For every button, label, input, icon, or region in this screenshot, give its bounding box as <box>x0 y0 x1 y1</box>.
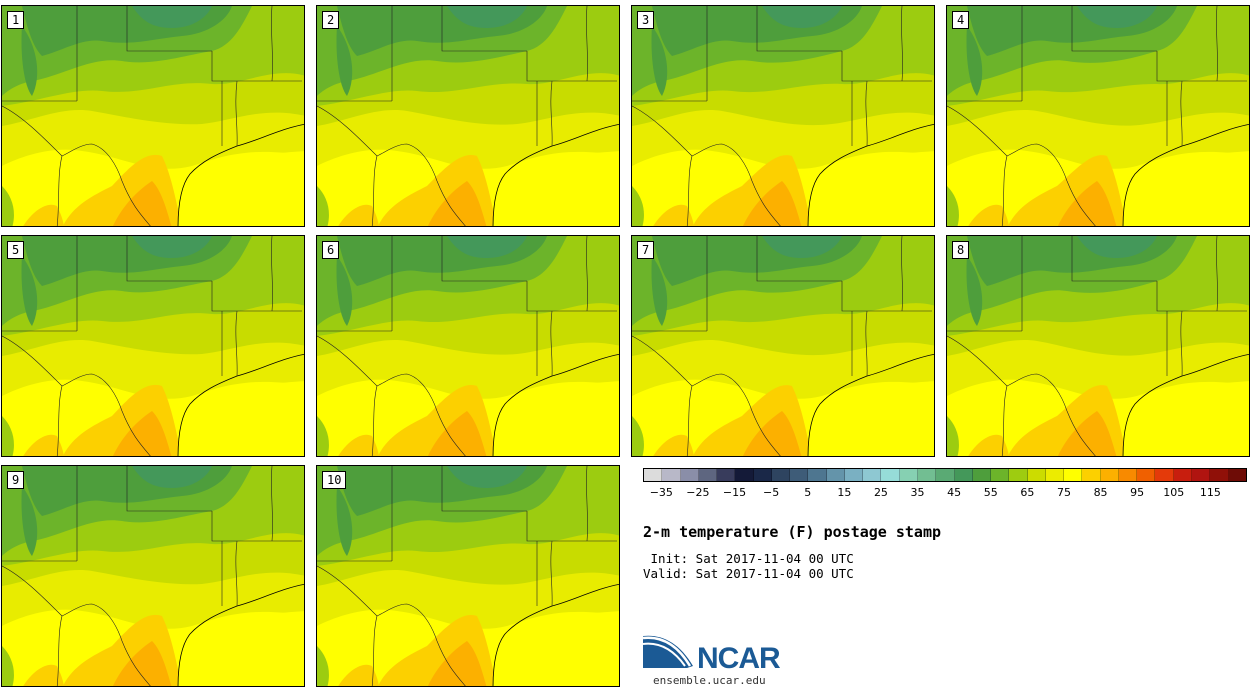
colorbar-box <box>917 469 937 481</box>
colorbar-box <box>972 469 992 481</box>
colorbar-box <box>1155 469 1174 481</box>
stamp-panel: 10 <box>316 465 620 687</box>
colorbar-tick-label: 25 <box>873 486 888 499</box>
colorbar-box <box>1009 469 1028 481</box>
colorbar-tick-label: 105 <box>1163 486 1185 499</box>
colorbar-box <box>1027 469 1046 481</box>
colorbar-box <box>1228 469 1246 481</box>
member-label: 3 <box>637 11 655 29</box>
member-label: 1 <box>7 11 25 29</box>
colorbar-box <box>735 469 754 481</box>
temperature-map <box>632 6 934 226</box>
stamp-panel: 9 <box>1 465 305 687</box>
colorbar-tick-label: 5 <box>804 486 812 499</box>
temperature-map <box>317 6 619 226</box>
ncar-wordmark: NCAR <box>697 642 781 675</box>
colorbar-tick-label: −25 <box>686 486 710 499</box>
colorbar-box <box>644 469 663 481</box>
colorbar-box <box>1173 469 1192 481</box>
colorbar-box <box>790 469 809 481</box>
temperature-map <box>947 6 1249 226</box>
member-label: 9 <box>7 471 25 489</box>
temperature-map <box>632 236 934 456</box>
colorbar-tick-label: −15 <box>722 486 747 499</box>
member-label: 2 <box>322 11 340 29</box>
ncar-logo[interactable]: NCAR ensemble.ucar.edu <box>643 632 803 688</box>
colorbar-box <box>1210 469 1229 481</box>
colorbar-tick-label: 75 <box>1056 486 1071 499</box>
colorbar-tick-label: 65 <box>1020 486 1035 499</box>
stamp-panel: 4 <box>946 5 1250 227</box>
colorbar-tick-label: 85 <box>1093 486 1108 499</box>
colorbar-tick-label: 15 <box>837 486 852 499</box>
colorbar-box <box>1118 469 1138 481</box>
colorbar-box <box>1100 469 1119 481</box>
stamp-panel: 1 <box>1 5 305 227</box>
colorbar-box <box>991 469 1010 481</box>
colorbar-box <box>1137 469 1156 481</box>
colorbar-tick-label: 115 <box>1199 486 1221 499</box>
colorbar-tick-label: −5 <box>763 486 780 499</box>
init-time: Init: Sat 2017-11-04 00 UTC <box>643 551 854 566</box>
stamp-panel: 2 <box>316 5 620 227</box>
valid-time: Valid: Sat 2017-11-04 00 UTC <box>643 566 854 581</box>
colorbar-tick-label: 35 <box>910 486 925 499</box>
colorbar-box <box>844 469 864 481</box>
colorbar-box <box>753 469 772 481</box>
colorbar-box <box>881 469 900 481</box>
ensemble-url[interactable]: ensemble.ucar.edu <box>653 674 766 687</box>
colorbar-box <box>863 469 882 481</box>
ncar-swoosh-icon <box>643 635 693 668</box>
stamp-panel: 8 <box>946 235 1250 457</box>
member-label: 4 <box>952 11 970 29</box>
colorbar-tick-label: 55 <box>983 486 998 499</box>
temperature-map <box>317 236 619 456</box>
chart-title: 2-m temperature (F) postage stamp <box>643 523 942 541</box>
temperature-map <box>2 6 304 226</box>
member-label: 10 <box>322 471 347 489</box>
temperature-map <box>2 466 304 686</box>
colorbar-box <box>899 469 918 481</box>
colorbar-box <box>1191 469 1211 481</box>
colorbar-box <box>771 469 791 481</box>
temperature-map <box>2 236 304 456</box>
stamp-panel: 3 <box>631 5 935 227</box>
colorbar-box <box>680 469 699 481</box>
colorbar-box <box>1064 469 1083 481</box>
colorbar-box <box>717 469 736 481</box>
colorbar-box <box>698 469 718 481</box>
member-label: 5 <box>7 241 25 259</box>
colorbar-box <box>936 469 955 481</box>
stamp-panel: 5 <box>1 235 305 457</box>
member-label: 8 <box>952 241 970 259</box>
colorbar-box <box>1045 469 1065 481</box>
member-label: 6 <box>322 241 340 259</box>
colorbar-tick-label: 45 <box>947 486 962 499</box>
colorbar-box <box>808 469 827 481</box>
member-label: 7 <box>637 241 655 259</box>
temperature-map <box>317 466 619 686</box>
colorbar-box <box>954 469 973 481</box>
temperature-map <box>947 236 1249 456</box>
stamp-panel: 6 <box>316 235 620 457</box>
colorbar-tick-label: 95 <box>1130 486 1145 499</box>
colorbar-box <box>826 469 845 481</box>
colorbar-box <box>662 469 681 481</box>
colorbar-tick-label: −35 <box>649 486 673 499</box>
colorbar-box <box>1082 469 1101 481</box>
temperature-colorbar <box>643 468 1247 482</box>
stamp-panel: 7 <box>631 235 935 457</box>
